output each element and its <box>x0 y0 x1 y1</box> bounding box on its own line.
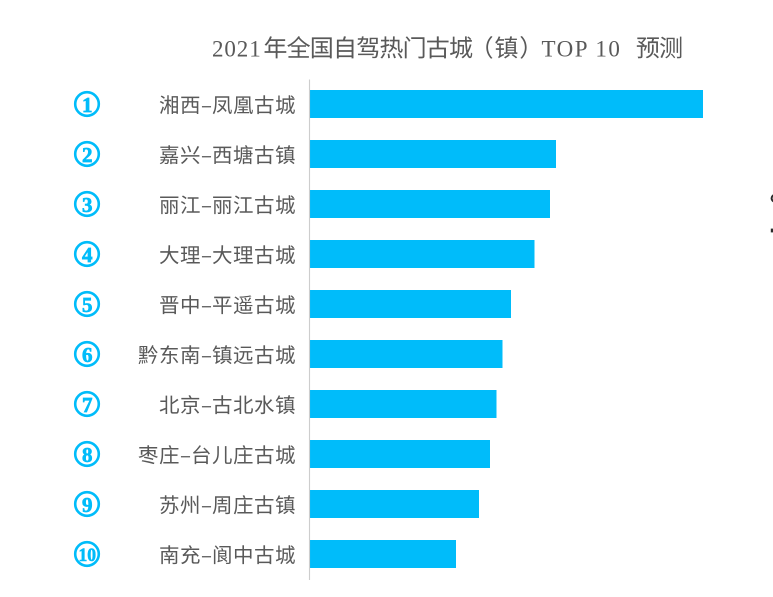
svg-text:3: 3 <box>82 193 93 217</box>
svg-text:TOP 10: TOP 10 <box>542 37 622 62</box>
svg-text:1: 1 <box>82 93 93 117</box>
svg-text:10: 10 <box>79 545 97 566</box>
svg-text:7: 7 <box>82 393 93 417</box>
svg-text:2021: 2021 <box>212 37 262 62</box>
svg-text:5: 5 <box>82 293 93 317</box>
svg-text:6: 6 <box>82 343 93 367</box>
svg-text:4: 4 <box>82 243 93 267</box>
svg-text:8: 8 <box>82 443 93 467</box>
svg-text:2: 2 <box>82 143 93 167</box>
svg-text:9: 9 <box>82 493 93 517</box>
